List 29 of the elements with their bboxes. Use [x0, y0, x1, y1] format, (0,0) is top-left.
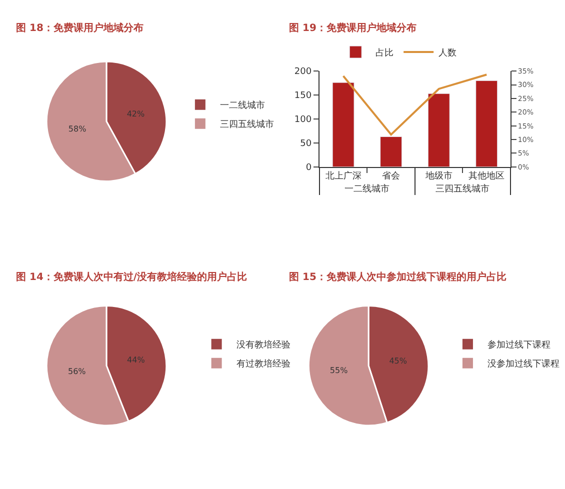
text: 一二线城市 [344, 184, 390, 195]
chart-title: 图 14：免费课人次中有过/没有教培经验的用户占比 [16, 271, 248, 283]
x-tick-label: 省会 [382, 170, 400, 182]
x-tick-label: 地级市 [424, 170, 452, 182]
data-label: 58% [68, 124, 87, 134]
chart-title: 图 15：免费课人次中参加过线下课程的用户占比 [289, 271, 506, 283]
x-tick-label: 北上广深 [325, 170, 362, 182]
legend-label: 人数 [438, 48, 457, 59]
y-tick-label: 200 [294, 67, 312, 78]
x-tick-label: 其他地区 [468, 170, 505, 182]
data-label: 42% [126, 109, 146, 118]
data-label: 44% [127, 355, 146, 364]
y-tick-label: 150 [294, 91, 312, 102]
y-tick-label: 50 [300, 139, 312, 150]
y-tick-label: 0 [306, 163, 312, 174]
data-label: 55% [330, 366, 348, 375]
y-tick-label: 100 [294, 115, 312, 126]
legend-label: 参加过线下课程 [488, 340, 551, 351]
chart-title: 图 18：免费课用户地域分布 [16, 22, 144, 34]
legend-label: 三四五线城市 [220, 119, 274, 130]
legend-label: 占比 [376, 48, 394, 59]
data-label: 45% [389, 356, 408, 366]
legend-label: 有过教培经验 [236, 358, 291, 370]
chart-title: 图 19：免费课用户地域分布 [289, 22, 416, 34]
data-label: 56% [68, 366, 86, 376]
legend-label: 一二线城市 [220, 100, 266, 112]
legend-label: 没参加过线下课程 [488, 358, 560, 370]
legend-label: 没有教培经验 [236, 340, 291, 351]
text: 三四五线城市 [436, 184, 490, 195]
